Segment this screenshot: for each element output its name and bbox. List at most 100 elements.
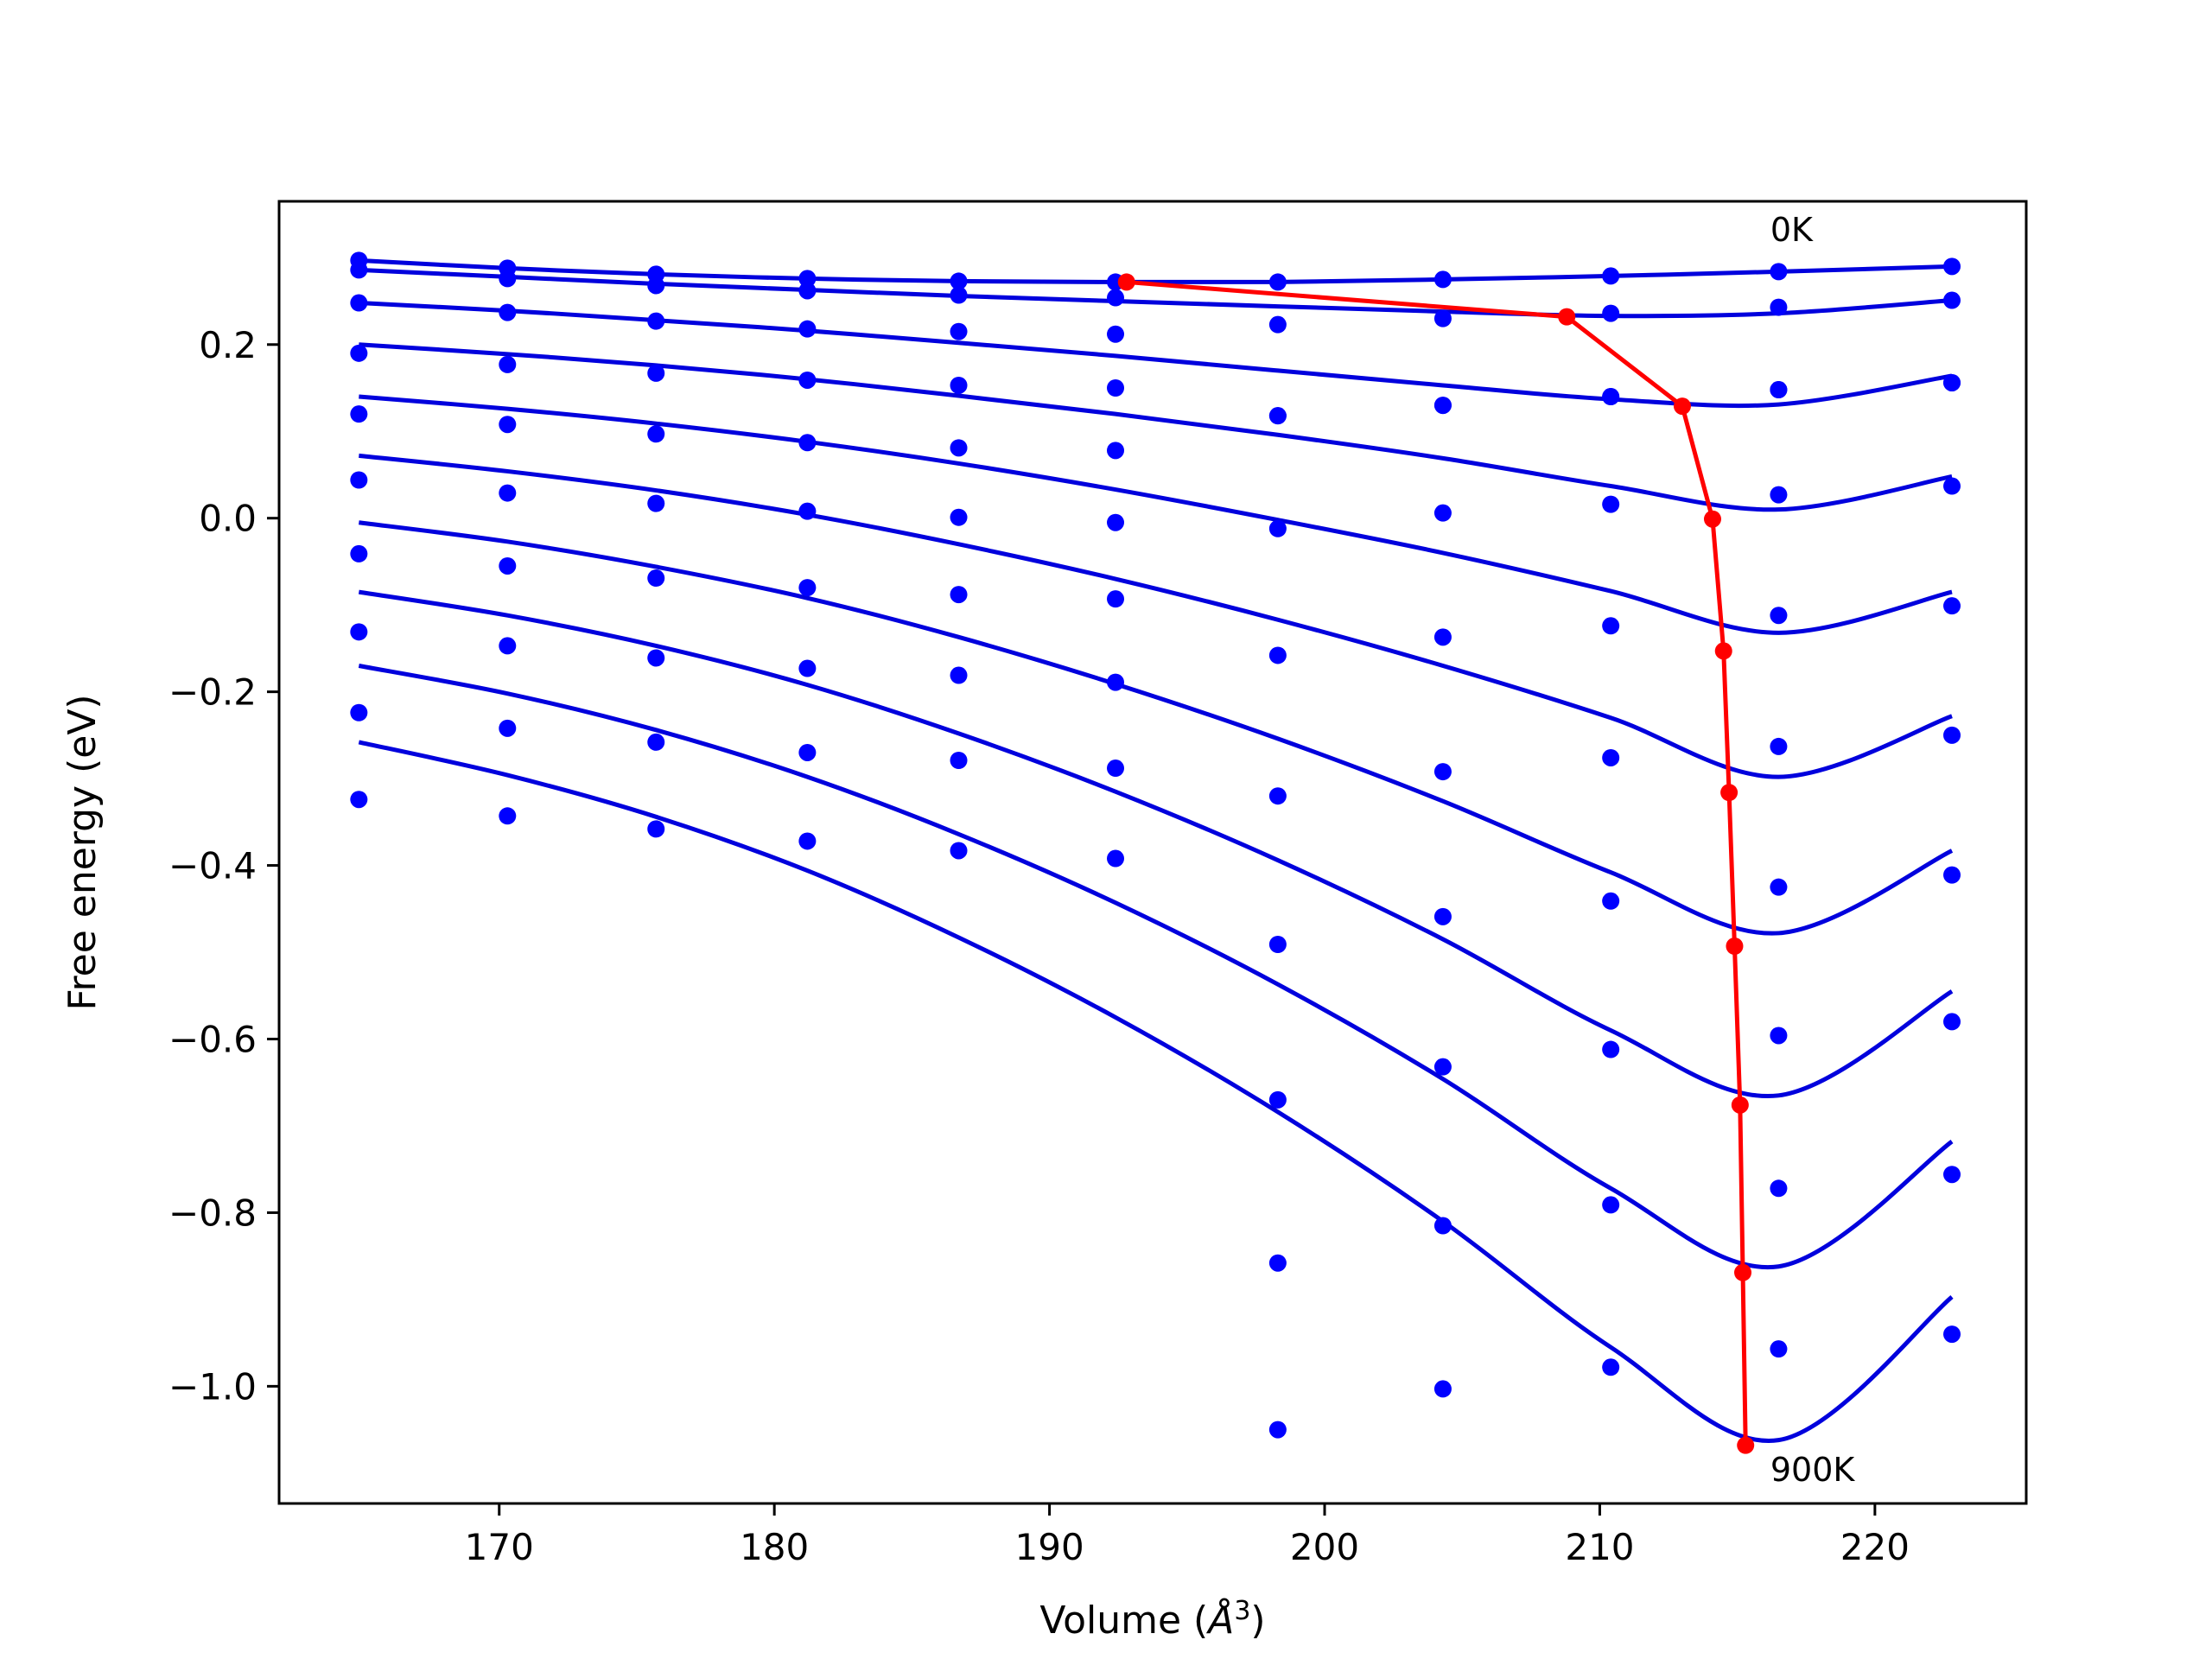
- data-point: [1107, 325, 1125, 343]
- x-tick-label: 190: [1015, 1526, 1084, 1568]
- minimum-point: [1558, 308, 1576, 326]
- data-point: [647, 312, 665, 330]
- data-point: [1602, 892, 1620, 910]
- minimum-point: [1734, 1263, 1752, 1281]
- data-point: [950, 508, 968, 526]
- data-point: [1268, 935, 1287, 953]
- y-tick-label: −0.8: [168, 1192, 257, 1234]
- data-point: [499, 807, 517, 825]
- data-point: [798, 282, 817, 300]
- data-point: [1770, 1027, 1788, 1045]
- data-point: [1602, 1040, 1620, 1058]
- fit-curve-3: [359, 342, 1953, 512]
- data-point: [950, 439, 968, 457]
- fit-curves: [358, 257, 1954, 1444]
- data-point: [798, 434, 817, 452]
- data-point: [1602, 267, 1620, 285]
- data-point: [1943, 477, 1961, 495]
- y-axis-ticks: −1.0 −0.8 −0.6 −0.4 −0.2 0.0 0.2: [168, 324, 279, 1408]
- data-point: [1433, 1058, 1452, 1076]
- data-point: [1268, 1090, 1287, 1109]
- data-point: [647, 569, 665, 588]
- data-point: [798, 502, 817, 520]
- data-point: [1268, 646, 1287, 664]
- data-point: [798, 371, 817, 389]
- data-point: [1433, 1217, 1452, 1235]
- data-point: [499, 416, 517, 434]
- data-point: [499, 556, 517, 575]
- data-point: [1770, 486, 1788, 504]
- fit-curve-9: [358, 740, 1954, 1444]
- data-point: [1433, 397, 1452, 415]
- fit-curve-2: [359, 301, 1953, 409]
- fit-curve-7: [358, 589, 1954, 1099]
- data-point: [1602, 617, 1620, 635]
- data-point: [950, 842, 968, 860]
- data-point: [798, 579, 817, 597]
- data-point: [1107, 673, 1125, 691]
- minimum-point: [1726, 938, 1744, 956]
- data-point: [647, 649, 665, 667]
- data-point: [647, 425, 665, 443]
- data-point: [350, 623, 368, 641]
- x-tick-label: 170: [465, 1526, 534, 1568]
- data-point: [1770, 263, 1788, 281]
- data-point: [647, 276, 665, 295]
- data-point: [1268, 1254, 1287, 1272]
- data-point: [499, 719, 517, 737]
- data-point: [1268, 1421, 1287, 1439]
- temperature-annotation: 0K: [1770, 211, 1814, 249]
- data-point: [1602, 1196, 1620, 1214]
- data-point: [350, 703, 368, 721]
- data-point: [1107, 289, 1125, 307]
- data-point: [350, 294, 368, 312]
- x-axis-label: Volume (Å3): [1039, 1596, 1265, 1643]
- y-tick-label: −1.0: [168, 1365, 257, 1408]
- data-point: [350, 261, 368, 279]
- data-point: [1433, 309, 1452, 327]
- data-point: [647, 494, 665, 512]
- minimum-point: [1720, 784, 1738, 802]
- data-point: [1268, 273, 1287, 291]
- data-point: [950, 666, 968, 684]
- y-tick-label: −0.6: [168, 1019, 257, 1061]
- data-point: [499, 270, 517, 288]
- data-point: [1943, 291, 1961, 309]
- y-axis-label: Free energy (eV): [60, 694, 105, 1010]
- data-point: [1770, 737, 1788, 755]
- data-point: [1770, 381, 1788, 399]
- data-point: [1602, 304, 1620, 322]
- fit-curve-5: [359, 453, 1953, 779]
- minimum-point: [1714, 642, 1732, 660]
- data-point: [1107, 590, 1125, 608]
- data-point: [950, 752, 968, 770]
- data-point: [1602, 748, 1620, 766]
- minima-line: [1126, 279, 1748, 1446]
- data-point: [950, 286, 968, 304]
- data-point: [1602, 1358, 1620, 1376]
- data-point: [950, 322, 968, 340]
- data-point: [798, 832, 817, 850]
- fit-curve-6: [359, 520, 1954, 936]
- data-point: [1268, 787, 1287, 805]
- data-point: [1107, 513, 1125, 531]
- x-tick-label: 210: [1565, 1526, 1634, 1568]
- data-point: [1943, 1325, 1961, 1344]
- y-tick-label: −0.2: [168, 671, 257, 714]
- data-point: [1107, 379, 1125, 397]
- data-point: [1943, 866, 1961, 884]
- data-point: [1433, 763, 1452, 781]
- data-point: [499, 303, 517, 321]
- data-point: [1770, 1179, 1788, 1198]
- data-point: [798, 320, 817, 338]
- data-point: [350, 471, 368, 489]
- data-point: [950, 272, 968, 290]
- y-tick-label: 0.0: [199, 498, 257, 540]
- minimum-point: [1737, 1436, 1755, 1454]
- minimum-point: [1731, 1096, 1749, 1114]
- annotations: 0K 900K: [1770, 211, 1856, 1489]
- data-point: [1943, 1166, 1961, 1184]
- fit-curve-8: [358, 664, 1954, 1270]
- data-point: [499, 484, 517, 502]
